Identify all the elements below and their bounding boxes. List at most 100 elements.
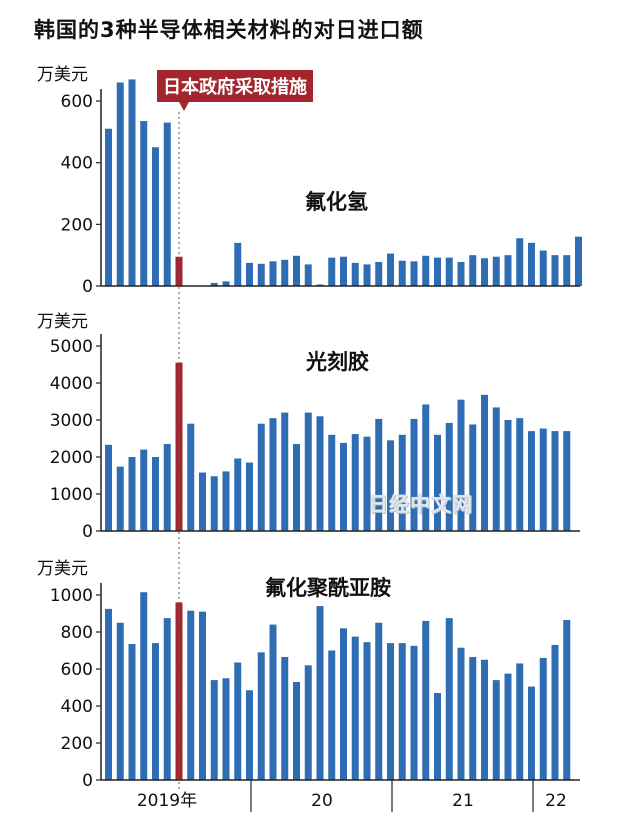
bar-hf-36 bbox=[528, 242, 535, 286]
bar-hf-33 bbox=[492, 256, 500, 286]
bar-polyimide-6 bbox=[175, 602, 183, 780]
bar-polyimide-13 bbox=[257, 652, 265, 780]
bar-photoresist-36 bbox=[528, 431, 535, 531]
bar-polyimide-37 bbox=[539, 657, 547, 780]
bar-polyimide-7 bbox=[187, 610, 195, 780]
y-tick-label: 400 bbox=[61, 154, 93, 174]
y-tick-label: 600 bbox=[61, 92, 93, 112]
bar-photoresist-31 bbox=[469, 424, 477, 531]
bar-polyimide-25 bbox=[398, 643, 406, 780]
bar-hf-39 bbox=[563, 255, 571, 286]
bar-polyimide-11 bbox=[234, 662, 242, 780]
y-tick-label: 0 bbox=[82, 771, 93, 791]
y-tick-label: 400 bbox=[61, 697, 93, 717]
bar-photoresist-22 bbox=[363, 436, 371, 531]
bar-hf-13 bbox=[257, 263, 265, 286]
bar-photoresist-3 bbox=[140, 449, 148, 531]
y-tick-label: 800 bbox=[61, 623, 93, 643]
x-year-label: 21 bbox=[452, 791, 474, 811]
bar-polyimide-35 bbox=[516, 663, 524, 780]
bar-photoresist-33 bbox=[492, 407, 500, 531]
bar-photoresist-8 bbox=[199, 472, 206, 531]
bar-polyimide-20 bbox=[340, 628, 347, 780]
bar-photoresist-39 bbox=[563, 431, 571, 531]
bar-polyimide-18 bbox=[316, 606, 324, 780]
bar-photoresist-20 bbox=[340, 442, 347, 531]
y-tick-label: 200 bbox=[61, 215, 93, 235]
bar-hf-5 bbox=[163, 122, 171, 286]
bar-polyimide-23 bbox=[375, 622, 383, 780]
bar-polyimide-16 bbox=[293, 681, 300, 780]
bar-photoresist-19 bbox=[328, 434, 336, 531]
y-tick-label: 3000 bbox=[50, 411, 93, 431]
bar-polyimide-21 bbox=[351, 636, 359, 780]
bar-polyimide-3 bbox=[140, 592, 148, 780]
bar-polyimide-32 bbox=[481, 659, 488, 780]
bar-polyimide-36 bbox=[528, 686, 535, 780]
bar-polyimide-29 bbox=[445, 618, 453, 780]
bar-polyimide-8 bbox=[199, 611, 206, 780]
bar-photoresist-2 bbox=[128, 457, 136, 531]
panel-title-hf: 氟化氢 bbox=[305, 190, 368, 214]
bar-polyimide-17 bbox=[304, 665, 312, 780]
bar-hf-32 bbox=[481, 258, 488, 286]
callout-label: 日本政府采取措施 bbox=[157, 70, 313, 102]
unit-label-polyimide: 万美元 bbox=[37, 559, 88, 579]
bar-polyimide-19 bbox=[328, 650, 336, 780]
bar-hf-6 bbox=[175, 256, 183, 286]
bar-hf-20 bbox=[340, 256, 347, 286]
bar-polyimide-2 bbox=[128, 644, 136, 780]
figure-title: 韩国的3种半导体相关材料的对日进口额 bbox=[34, 18, 424, 42]
bar-hf-18 bbox=[316, 284, 324, 286]
bar-photoresist-5 bbox=[163, 444, 171, 531]
bar-polyimide-0 bbox=[105, 608, 112, 780]
bar-photoresist-30 bbox=[457, 399, 465, 531]
bar-polyimide-12 bbox=[246, 690, 253, 780]
y-tick-label: 1000 bbox=[50, 586, 93, 606]
bar-hf-3 bbox=[140, 121, 148, 287]
bar-hf-15 bbox=[281, 259, 289, 286]
bar-polyimide-27 bbox=[422, 620, 430, 780]
bar-photoresist-29 bbox=[445, 422, 453, 531]
bar-photoresist-10 bbox=[222, 471, 230, 531]
bar-polyimide-33 bbox=[492, 680, 500, 780]
x-year-label: 22 bbox=[545, 791, 567, 811]
unit-label-photoresist: 万美元 bbox=[37, 312, 88, 332]
y-tick-label: 5000 bbox=[50, 337, 93, 357]
bar-hf-34 bbox=[504, 255, 512, 286]
bar-hf-26 bbox=[410, 261, 418, 286]
bar-hf-29 bbox=[445, 257, 453, 286]
bar-polyimide-1 bbox=[116, 622, 124, 780]
bar-hf-14 bbox=[269, 261, 277, 286]
bar-hf-0 bbox=[105, 128, 112, 286]
bar-photoresist-26 bbox=[410, 418, 418, 531]
bar-photoresist-17 bbox=[304, 412, 312, 531]
bar-hf-17 bbox=[304, 264, 312, 286]
panel-title-polyimide: 氟化聚酰亚胺 bbox=[265, 576, 391, 600]
callout-arrow bbox=[178, 100, 190, 111]
bar-hf-23 bbox=[375, 261, 383, 286]
bar-hf-35 bbox=[516, 238, 524, 286]
bar-photoresist-38 bbox=[551, 431, 559, 531]
bar-hf-24 bbox=[387, 253, 394, 286]
unit-label-hf: 万美元 bbox=[37, 65, 88, 85]
bar-hf-27 bbox=[422, 255, 430, 286]
bar-hf-38 bbox=[551, 255, 559, 286]
bar-photoresist-23 bbox=[375, 418, 383, 531]
bar-hf-10 bbox=[222, 281, 230, 286]
bar-photoresist-25 bbox=[398, 434, 406, 531]
bar-photoresist-34 bbox=[504, 420, 512, 531]
bar-polyimide-9 bbox=[210, 680, 218, 780]
bar-photoresist-14 bbox=[269, 418, 277, 531]
bar-polyimide-26 bbox=[410, 645, 418, 780]
watermark: 日经中文网 bbox=[368, 492, 473, 516]
bar-hf-9 bbox=[210, 282, 218, 286]
bar-photoresist-27 bbox=[422, 404, 430, 531]
bar-photoresist-24 bbox=[387, 440, 394, 531]
bar-photoresist-15 bbox=[281, 412, 289, 531]
y-tick-label: 0 bbox=[82, 277, 93, 297]
y-tick-label: 1000 bbox=[50, 485, 93, 505]
bar-polyimide-24 bbox=[387, 643, 394, 780]
